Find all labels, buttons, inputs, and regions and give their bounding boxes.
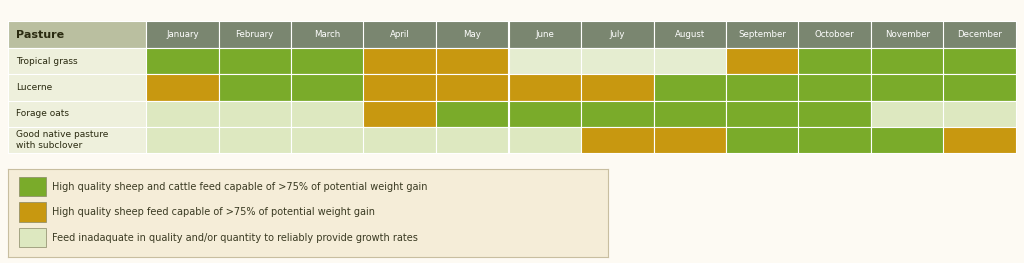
Text: August: August: [675, 30, 705, 39]
Text: April: April: [390, 30, 410, 39]
Text: Forage oats: Forage oats: [16, 109, 70, 118]
FancyBboxPatch shape: [18, 203, 46, 222]
Text: Good native pasture
with subclover: Good native pasture with subclover: [16, 130, 109, 150]
Text: November: November: [885, 30, 930, 39]
Text: September: September: [738, 30, 786, 39]
FancyBboxPatch shape: [18, 228, 46, 247]
Text: July: July: [609, 30, 625, 39]
Text: Feed inadaquate in quality and/or quantity to reliably provide growth rates: Feed inadaquate in quality and/or quanti…: [52, 233, 418, 243]
Text: Octoboer: Octoboer: [815, 30, 855, 39]
Text: May: May: [463, 30, 481, 39]
Text: Tropical grass: Tropical grass: [16, 57, 78, 66]
Text: December: December: [957, 30, 1002, 39]
Text: Lucerne: Lucerne: [16, 83, 52, 92]
Text: March: March: [314, 30, 340, 39]
Text: February: February: [236, 30, 273, 39]
Text: Pasture: Pasture: [16, 29, 65, 39]
Text: High quality sheep and cattle feed capable of >75% of potential weight gain: High quality sheep and cattle feed capab…: [52, 181, 427, 192]
Text: High quality sheep feed capable of >75% of potential weight gain: High quality sheep feed capable of >75% …: [52, 207, 375, 217]
FancyBboxPatch shape: [18, 177, 46, 196]
Text: January: January: [166, 30, 199, 39]
Text: June: June: [536, 30, 554, 39]
